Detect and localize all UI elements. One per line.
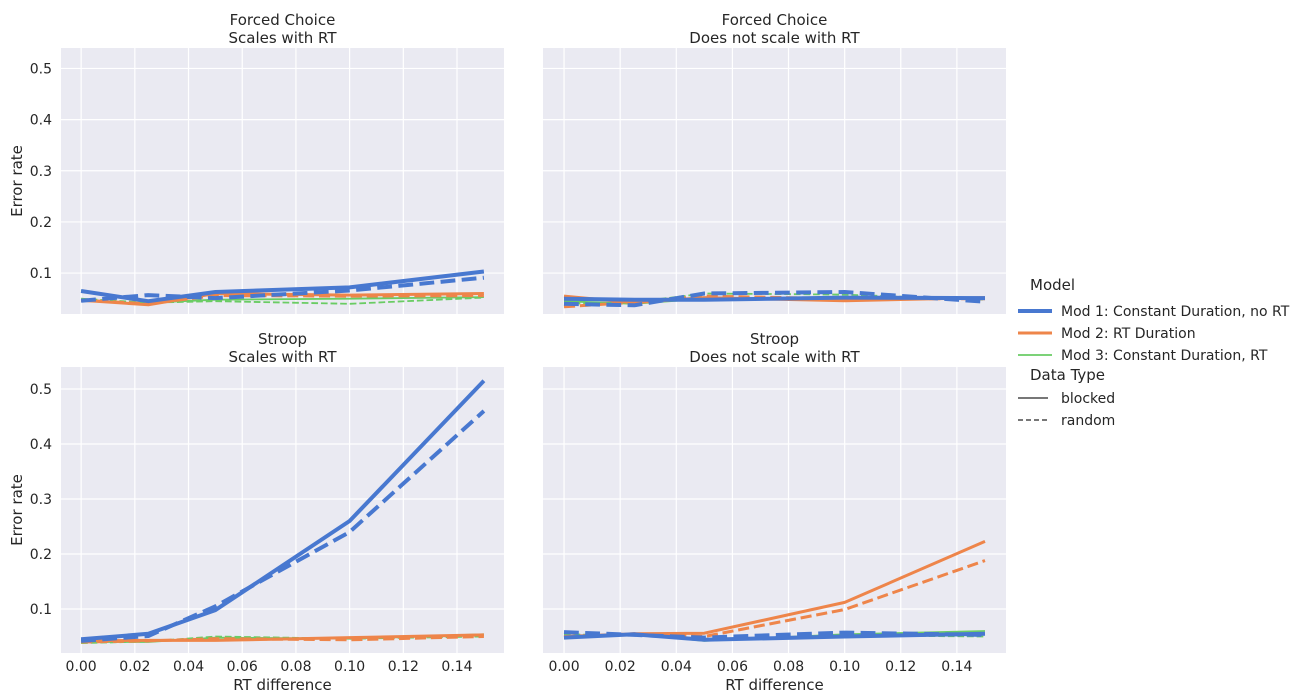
x-tick-label: 0.00 (548, 659, 579, 675)
x-tick-label: 0.14 (941, 659, 972, 675)
y-axis-title: Error rate (8, 145, 26, 217)
panel-title-line1: Forced Choice (722, 11, 828, 29)
y-tick-label: 0.4 (30, 437, 52, 453)
x-axis-title: RT difference (725, 676, 824, 692)
legend-model-label: Mod 1: Constant Duration, no RT (1061, 304, 1290, 320)
x-tick-label: 0.06 (227, 659, 258, 675)
series-line (81, 635, 484, 644)
x-tick-label: 0.12 (885, 659, 916, 675)
y-tick-label: 0.1 (30, 602, 52, 618)
legend-models: Mod 1: Constant Duration, no RT Mod 2: RT… (1018, 304, 1290, 364)
x-tick-label: 0.06 (717, 659, 748, 675)
y-tick-label: 0.4 (30, 113, 52, 129)
legend-data-type-title: Data Type (1030, 366, 1105, 384)
series-line (81, 294, 484, 306)
legend-model-title: Model (1030, 276, 1075, 294)
x-tick-label: 0.04 (173, 659, 204, 675)
y-tick-label: 0.5 (30, 61, 52, 77)
panel-background (61, 367, 504, 653)
panel-title-line1: Forced Choice (230, 11, 336, 29)
x-tick-label: 0.14 (441, 659, 472, 675)
y-tick-label: 0.3 (30, 164, 52, 180)
x-tick-label: 0.04 (661, 659, 692, 675)
panel-title-line2: Does not scale with RT (689, 29, 860, 47)
legend-model-label: Mod 3: Constant Duration, RT (1061, 348, 1268, 364)
panel-title-line2: Scales with RT (228, 29, 337, 47)
series-line (80, 379, 486, 642)
y-tick-label: 0.2 (30, 215, 52, 231)
y-tick-label: 0.1 (30, 266, 52, 282)
legend-data-type-label: blocked (1061, 391, 1115, 407)
x-tick-label: 0.08 (773, 659, 804, 675)
x-tick-label: 0.02 (605, 659, 636, 675)
y-tick-label: 0.2 (30, 547, 52, 563)
legend-data-type-label: random (1061, 413, 1115, 429)
y-axis-title: Error rate (8, 474, 26, 546)
series-line (563, 631, 986, 642)
series-line (80, 269, 485, 304)
x-axis-title: RT difference (233, 676, 332, 692)
x-tick-label: 0.08 (280, 659, 311, 675)
x-tick-label: 0.10 (334, 659, 365, 675)
series-line (563, 290, 986, 308)
panel-title-line2: Scales with RT (228, 348, 337, 366)
legend-data-types: blocked random (1018, 391, 1115, 429)
x-tick-label: 0.02 (119, 659, 150, 675)
series-line (563, 295, 986, 302)
panel-title-line2: Does not scale with RT (689, 348, 860, 366)
x-tick-label: 0.10 (829, 659, 860, 675)
legend: Model Mod 1: Constant Duration, no RTMod… (1018, 276, 1290, 429)
series-line (81, 296, 484, 305)
series-line (81, 633, 484, 643)
panel-title-line1: Stroop (258, 330, 307, 348)
x-tick-label: 0.00 (66, 659, 97, 675)
legend-model-label: Mod 2: RT Duration (1061, 326, 1196, 342)
panel-title-line1: Stroop (750, 330, 799, 348)
panel-background (61, 48, 504, 314)
panel-background (543, 48, 1006, 314)
x-tick-label: 0.12 (388, 659, 419, 675)
y-tick-label: 0.3 (30, 492, 52, 508)
y-tick-label: 0.5 (30, 382, 52, 398)
panel-background (543, 367, 1006, 653)
